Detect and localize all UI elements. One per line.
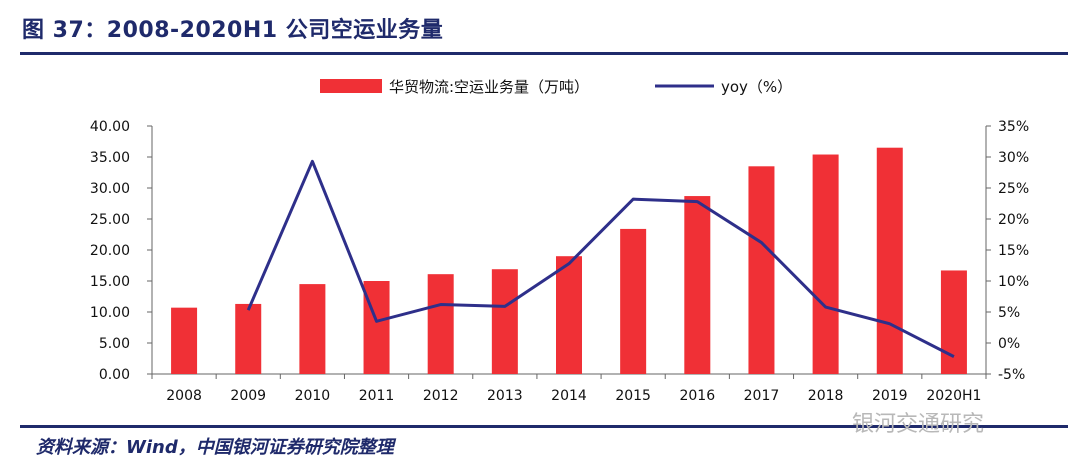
footer-rule [20, 425, 1068, 428]
page-title: 图 37：2008-2020H1 公司空运业务量 [22, 18, 444, 43]
x-tick-label: 2013 [487, 388, 523, 404]
yoy-line [246, 159, 955, 358]
y-left-tick-label: 25.00 [90, 212, 130, 228]
header-rule [20, 52, 1068, 55]
bar [171, 307, 198, 374]
x-tick-label: 2017 [744, 388, 780, 404]
y-right-tick-label: 30% [998, 150, 1029, 166]
bar [748, 166, 775, 374]
bar [491, 269, 518, 374]
watermark-text: 银河交通研究 [852, 412, 985, 437]
legend: 华贸物流:空运业务量（万吨） yoy（%） [320, 78, 792, 96]
x-tick-label: 2015 [615, 388, 651, 404]
y-right-tick-label: -5% [998, 367, 1025, 383]
y-right-tick-label: 10% [998, 274, 1029, 290]
x-tick-label: 2018 [808, 388, 844, 404]
legend-bar-swatch [320, 79, 382, 93]
legend-line-label: yoy（%） [721, 78, 792, 96]
y-left-tick-label: 0.00 [99, 367, 130, 383]
axes: 0.00 5.00 10.00 15.00 20.00 25.00 30.00 35.00 40… [90, 119, 1029, 404]
x-tick-label: 2014 [551, 388, 587, 404]
bar [620, 228, 647, 374]
bar [556, 256, 582, 374]
bar [812, 154, 839, 374]
source-note: 资料来源：Wind，中国银河证券研究院整理 [36, 437, 394, 458]
y-left-tick-label: 5.00 [99, 336, 130, 352]
bar-series [171, 147, 967, 374]
legend-bar-label: 华贸物流:空运业务量（万吨） [389, 78, 589, 96]
y-left-tick-label: 20.00 [90, 243, 130, 259]
y-right-tick-label: 15% [998, 243, 1029, 259]
bar [427, 274, 454, 374]
y-right-tick-label: 35% [998, 119, 1029, 135]
bar [940, 270, 967, 374]
y-left-tick-label: 15.00 [90, 274, 130, 290]
y-right-tick-label: 25% [998, 181, 1029, 197]
y-right-tick-label: 0% [998, 336, 1020, 352]
x-tick-label: 2008 [166, 388, 202, 404]
y-left-tick-label: 30.00 [90, 181, 130, 197]
bar [299, 284, 326, 374]
x-tick-label: 2012 [423, 388, 459, 404]
bar [684, 196, 711, 374]
x-tick-label: 2010 [295, 388, 331, 404]
y-left-tick-label: 10.00 [90, 305, 130, 321]
x-tick-label: 2020H1 [926, 388, 981, 404]
y-right-tick-label: 20% [998, 212, 1029, 228]
y-left-tick-label: 40.00 [90, 119, 130, 135]
x-tick-label: 2009 [230, 388, 266, 404]
y-left-tick-label: 35.00 [90, 150, 130, 166]
bar [235, 303, 262, 374]
x-tick-label: 2011 [359, 388, 395, 404]
y-right-tick-label: 5% [998, 305, 1020, 321]
chart: 华贸物流:空运业务量（万吨） yoy（%） 0.00 5.00 10.00 15.00… [90, 78, 1029, 404]
bar [876, 147, 903, 374]
line-series [246, 159, 955, 358]
x-tick-label: 2016 [679, 388, 715, 404]
x-tick-label: 2019 [872, 388, 908, 404]
